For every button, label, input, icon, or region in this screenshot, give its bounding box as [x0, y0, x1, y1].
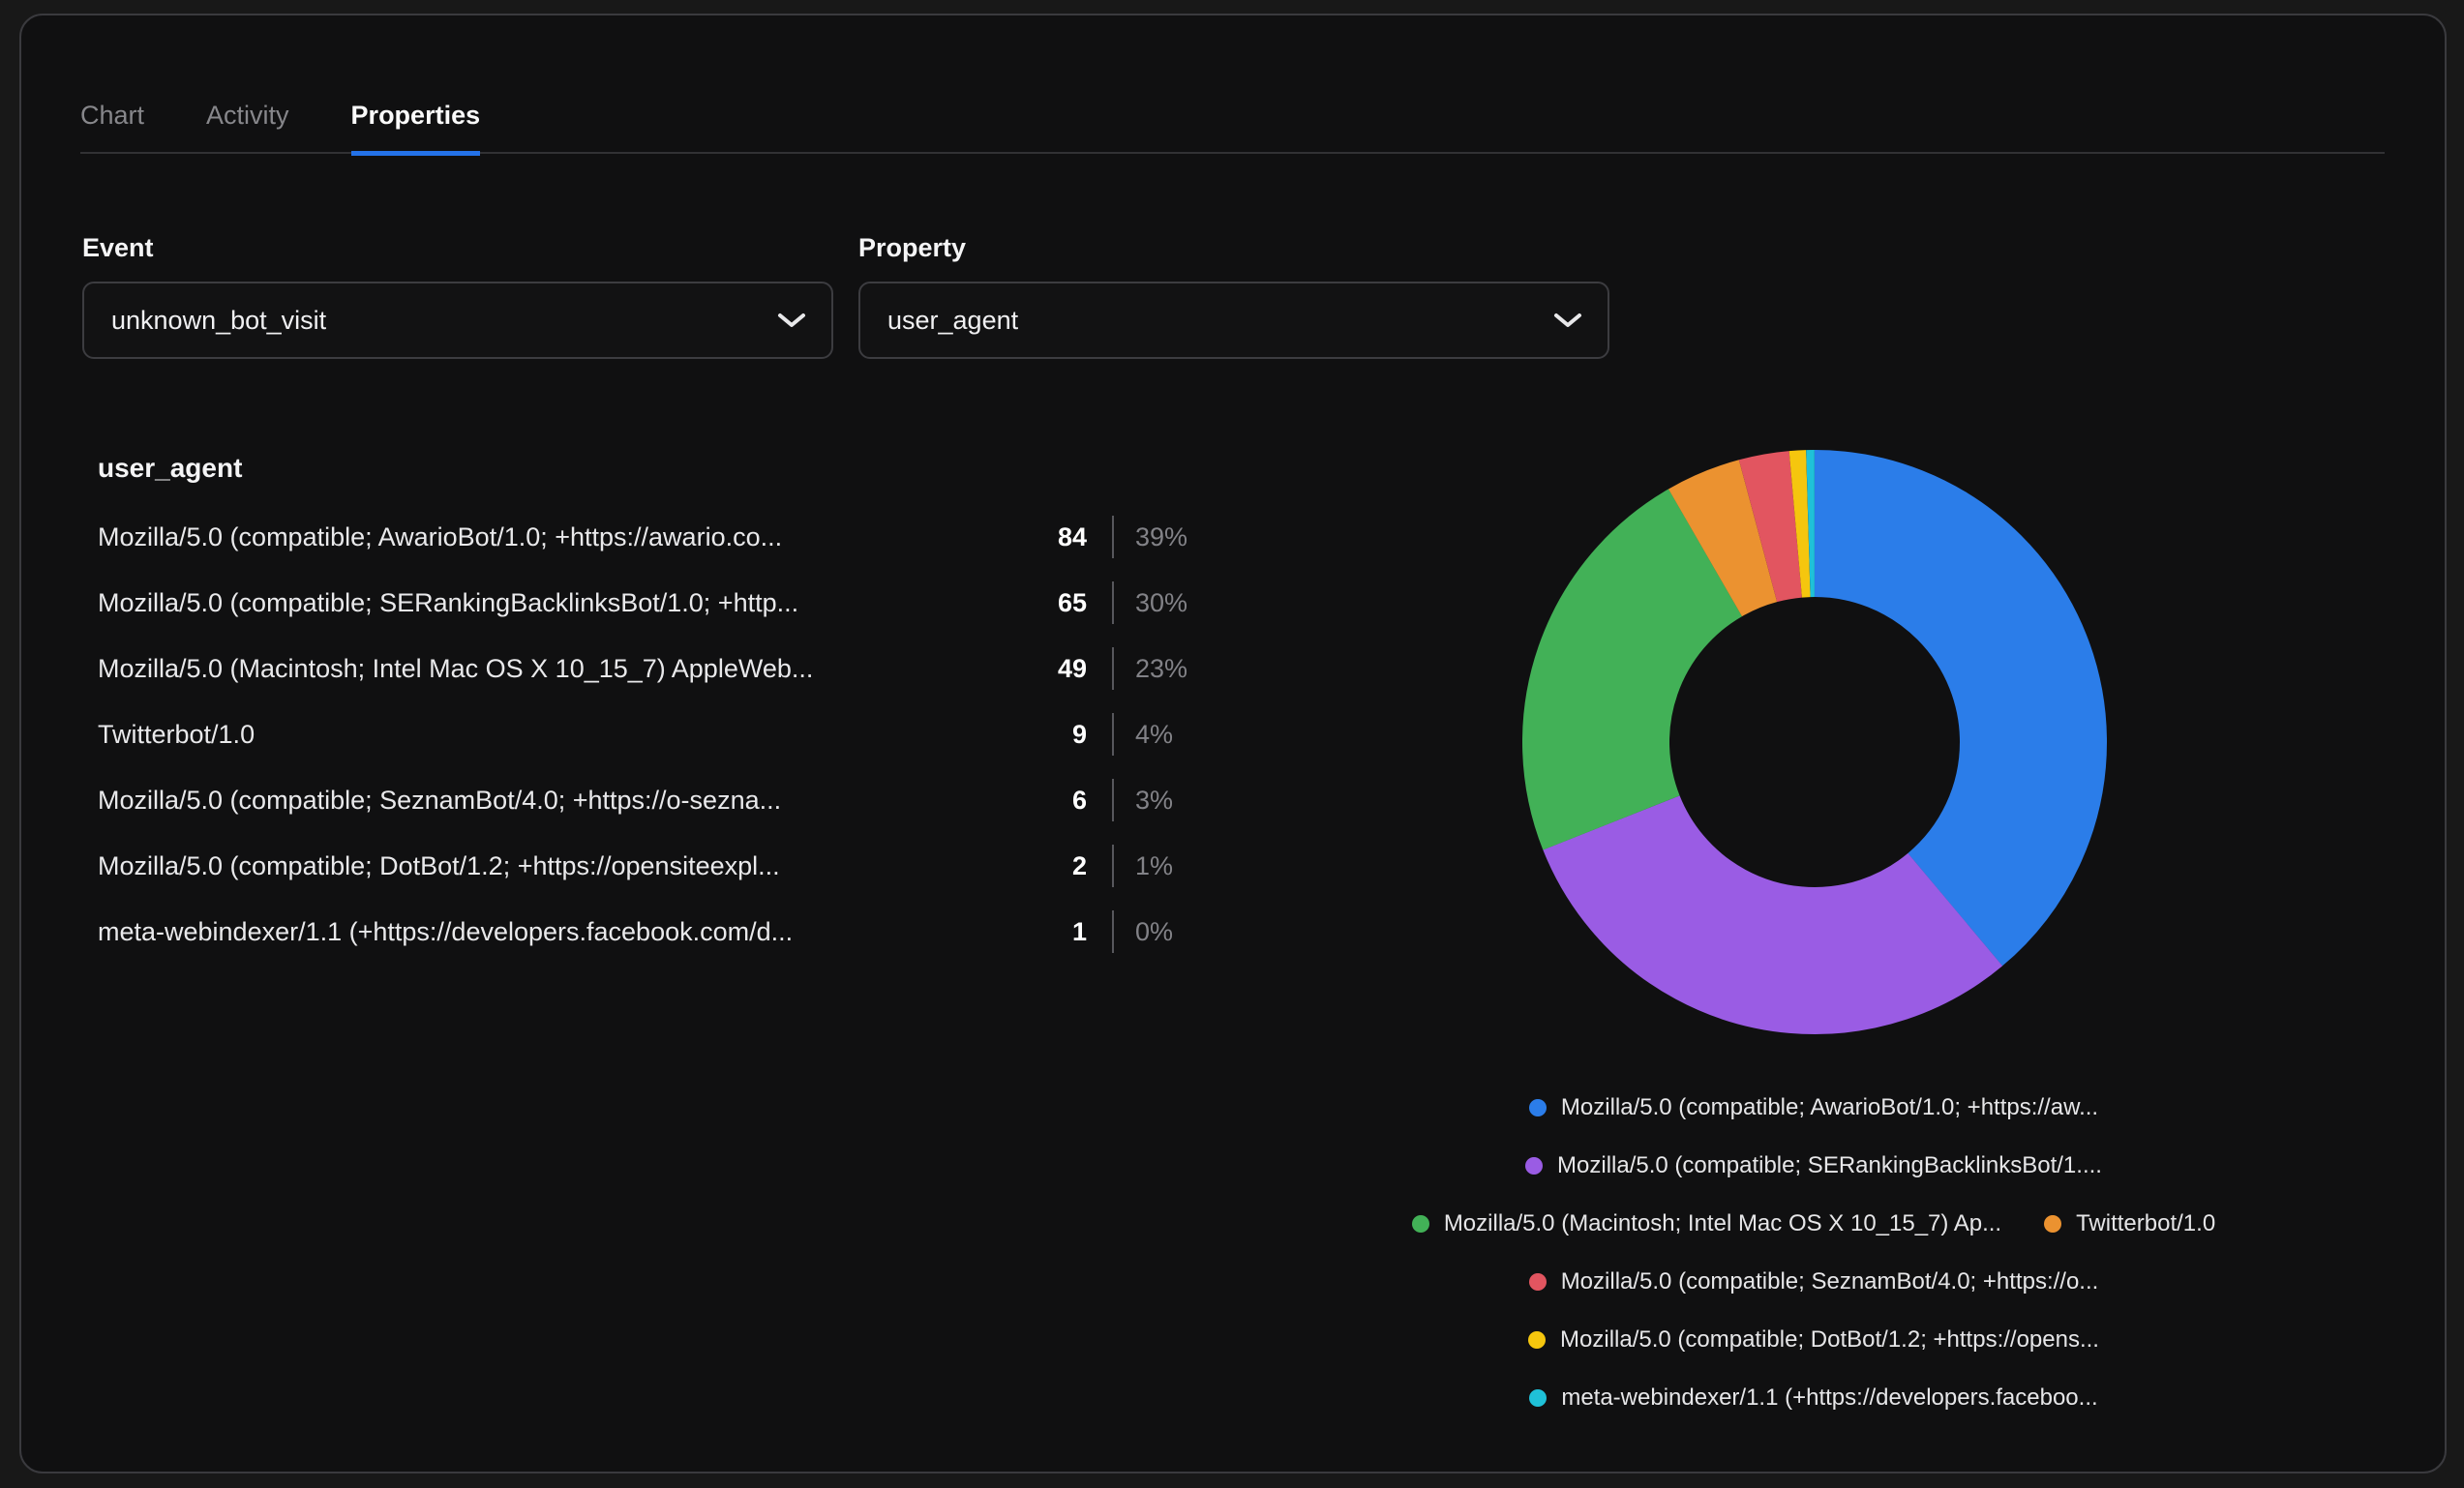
count-value: 2 [1071, 850, 1087, 880]
count-value: 84 [1057, 521, 1087, 551]
divider [1112, 910, 1114, 953]
table-row: Mozilla/5.0 (compatible; SeznamBot/4.0; … [98, 767, 1218, 833]
legend-dot-icon [1528, 1272, 1547, 1291]
legend-item[interactable]: Twitterbot/1.0 [2044, 1205, 2215, 1241]
legend-item[interactable]: meta-webindexer/1.1 (+https://developers… [1529, 1380, 2098, 1415]
legend-item[interactable]: Mozilla/5.0 (compatible; SERankingBackli… [1525, 1147, 2102, 1183]
chevron-down-icon [778, 313, 805, 327]
legend-label: Twitterbot/1.0 [2076, 1209, 2216, 1236]
breakdown-table: Mozilla/5.0 (compatible; AwarioBot/1.0; … [98, 504, 1218, 965]
percent-value: 0% [1135, 916, 1174, 946]
count-value: 49 [1057, 653, 1087, 683]
percent-value: 30% [1135, 587, 1188, 617]
chevron-down-icon [1554, 313, 1581, 327]
legend-dot-icon [1528, 1330, 1547, 1349]
divider [1112, 647, 1114, 690]
percent-value: 23% [1135, 653, 1188, 683]
count-value: 9 [1071, 719, 1087, 749]
divider [1112, 581, 1114, 624]
table-row: Mozilla/5.0 (compatible; AwarioBot/1.0; … [98, 504, 1218, 570]
properties-panel: Chart Activity Properties Event unknown_… [19, 14, 2447, 1473]
table-row: Mozilla/5.0 (compatible; DotBot/1.2; +ht… [98, 833, 1218, 899]
user-agent-value: Mozilla/5.0 (compatible; DotBot/1.2; +ht… [98, 850, 780, 880]
legend-item[interactable]: Mozilla/5.0 (compatible; AwarioBot/1.0; … [1528, 1089, 2099, 1125]
divider [1112, 845, 1114, 887]
legend-dot-icon [1529, 1388, 1548, 1407]
event-select-value: unknown_bot_visit [111, 305, 327, 335]
user-agent-value: Mozilla/5.0 (compatible; AwarioBot/1.0; … [98, 521, 783, 551]
table-row: Mozilla/5.0 (compatible; SERankingBackli… [98, 570, 1218, 636]
property-filter-group: Property user_agent [858, 233, 1609, 359]
percent-value: 4% [1135, 719, 1174, 749]
event-label: Event [82, 233, 154, 262]
legend-item[interactable]: Mozilla/5.0 (compatible; SeznamBot/4.0; … [1528, 1264, 2099, 1299]
tab-chart[interactable]: Chart [80, 100, 145, 130]
legend-dot-icon [2044, 1214, 2062, 1233]
property-label: Property [858, 233, 967, 262]
divider [1112, 516, 1114, 558]
legend-item[interactable]: Mozilla/5.0 (compatible; DotBot/1.2; +ht… [1528, 1322, 2099, 1357]
count-value: 1 [1071, 916, 1087, 946]
legend-label: Mozilla/5.0 (compatible; SeznamBot/4.0; … [1560, 1267, 2099, 1295]
tab-bar: Chart Activity Properties [80, 15, 2385, 156]
table-row: Twitterbot/1.0 9 4% [98, 701, 1218, 767]
legend-dot-icon [1525, 1156, 1544, 1175]
percent-value: 3% [1135, 785, 1174, 815]
legend-item[interactable]: Mozilla/5.0 (Macintosh; Intel Mac OS X 1… [1411, 1205, 2002, 1241]
filter-bar: Event unknown_bot_visit Property user_ag… [82, 233, 1609, 359]
user-agent-value: Twitterbot/1.0 [98, 719, 255, 749]
user-agent-value: Mozilla/5.0 (Macintosh; Intel Mac OS X 1… [98, 653, 814, 683]
tab-properties[interactable]: Properties [350, 101, 481, 156]
user-agent-value: Mozilla/5.0 (compatible; SeznamBot/4.0; … [98, 785, 782, 815]
table-row: Mozilla/5.0 (Macintosh; Intel Mac OS X 1… [98, 636, 1218, 701]
percent-value: 39% [1135, 521, 1188, 551]
property-select-value: user_agent [887, 305, 1019, 335]
user-agent-value: meta-webindexer/1.1 (+https://developers… [98, 916, 794, 946]
property-select[interactable]: user_agent [858, 282, 1609, 359]
legend-label: Mozilla/5.0 (Macintosh; Intel Mac OS X 1… [1443, 1209, 2002, 1236]
percent-value: 1% [1135, 850, 1174, 880]
tab-activity[interactable]: Activity [206, 100, 289, 130]
legend-label: Mozilla/5.0 (compatible; AwarioBot/1.0; … [1560, 1093, 2099, 1120]
user-agent-value: Mozilla/5.0 (compatible; SERankingBackli… [98, 587, 799, 617]
legend-label: meta-webindexer/1.1 (+https://developers… [1561, 1384, 2098, 1411]
count-value: 6 [1071, 785, 1087, 815]
divider [1112, 713, 1114, 756]
legend-dot-icon [1528, 1098, 1547, 1116]
event-filter-group: Event unknown_bot_visit [82, 233, 833, 359]
divider [1112, 779, 1114, 821]
count-value: 65 [1057, 587, 1087, 617]
legend-dot-icon [1411, 1214, 1429, 1233]
chart-legend: Mozilla/5.0 (compatible; AwarioBot/1.0; … [1272, 1089, 2356, 1415]
event-select[interactable]: unknown_bot_visit [82, 282, 833, 359]
table-row: meta-webindexer/1.1 (+https://developers… [98, 899, 1218, 965]
legend-label: Mozilla/5.0 (compatible; DotBot/1.2; +ht… [1560, 1325, 2099, 1353]
donut-chart[interactable] [1515, 442, 2115, 1042]
legend-label: Mozilla/5.0 (compatible; SERankingBackli… [1557, 1151, 2102, 1178]
breakdown-title: user_agent [98, 453, 243, 483]
